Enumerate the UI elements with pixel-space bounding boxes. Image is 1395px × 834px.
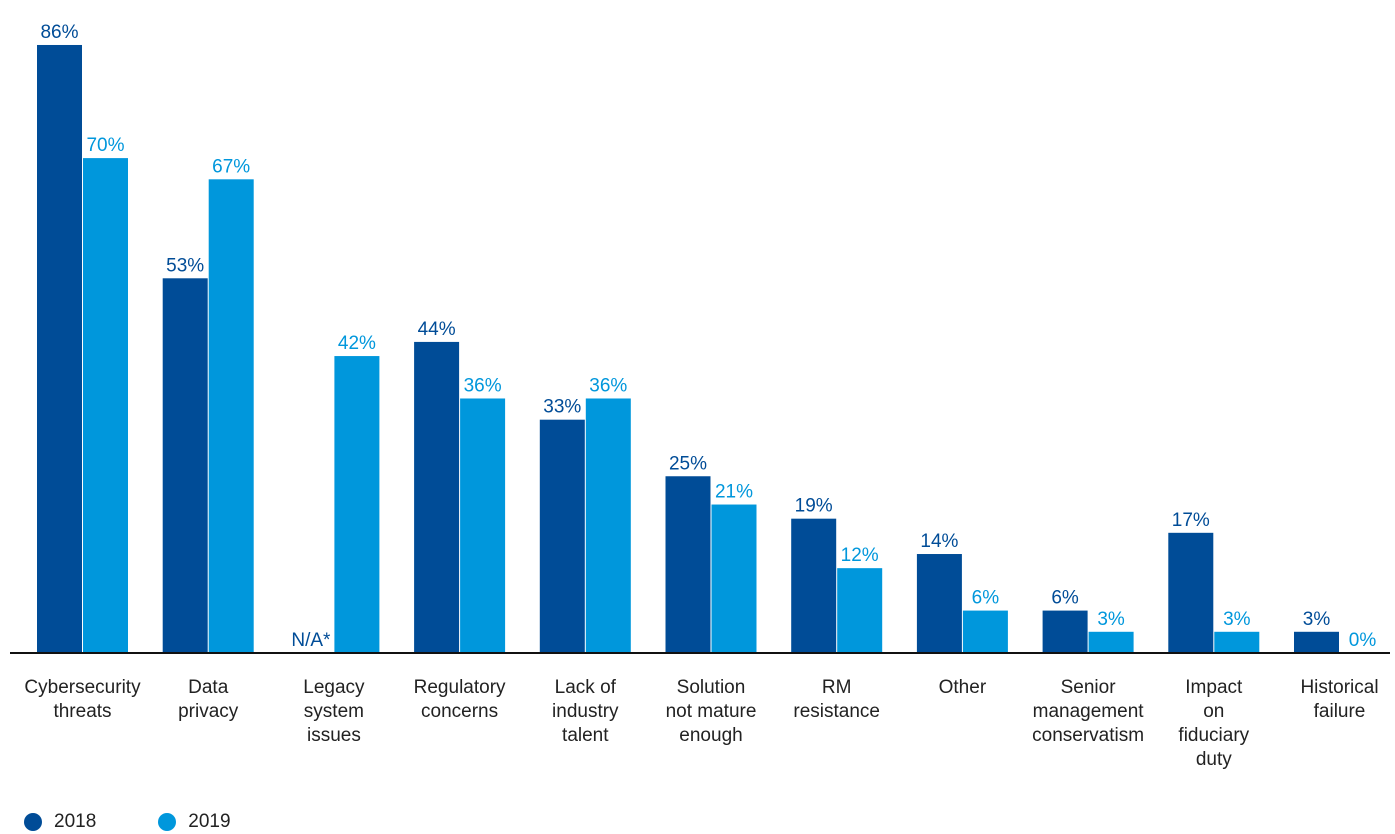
data-label-2019-9: 3% bbox=[1223, 609, 1251, 630]
data-label-2018-2: N/A* bbox=[291, 630, 331, 651]
category-label-5: Solution not mature enough bbox=[666, 677, 757, 746]
legend-item-2018: 2018 bbox=[24, 811, 96, 833]
bar-2018-4 bbox=[539, 419, 585, 653]
bar-2018-0 bbox=[37, 44, 82, 654]
legend-label-2018: 2018 bbox=[54, 811, 97, 832]
data-label-2018-5: 25% bbox=[669, 453, 707, 474]
legend-item-2019: 2019 bbox=[158, 811, 231, 833]
bar-2018-8 bbox=[1042, 610, 1088, 653]
legend-label-2019: 2019 bbox=[188, 811, 231, 832]
bar-2019-0 bbox=[83, 158, 128, 653]
bar-2018-10 bbox=[1294, 631, 1339, 653]
data-label-2019-8: 3% bbox=[1097, 609, 1125, 630]
bar-2019-3 bbox=[460, 398, 506, 653]
category-label-0: Cybersecurity threats bbox=[24, 677, 141, 722]
data-label-2019-10: 0% bbox=[1349, 630, 1377, 651]
bar-2018-1 bbox=[162, 278, 208, 653]
category-label-10: Historical failure bbox=[1300, 677, 1378, 722]
bar-2018-7 bbox=[916, 554, 962, 653]
bar-2019-2 bbox=[334, 356, 380, 653]
bar-2019-1 bbox=[208, 179, 254, 653]
bar-2019-4 bbox=[585, 398, 631, 653]
category-label-7: Other bbox=[939, 677, 987, 698]
bar-2018-5 bbox=[665, 476, 711, 653]
bar-2018-9 bbox=[1168, 532, 1214, 653]
category-label-3: Regulatory concerns bbox=[414, 677, 506, 722]
bar-2019-7 bbox=[962, 610, 1008, 653]
data-label-2018-6: 19% bbox=[795, 496, 833, 517]
bar-2019-9 bbox=[1214, 631, 1260, 653]
data-label-2019-0: 70% bbox=[86, 135, 124, 156]
data-label-2018-0: 86% bbox=[40, 22, 78, 43]
data-label-2019-2: 42% bbox=[338, 333, 376, 354]
bar-2018-6 bbox=[791, 518, 837, 653]
data-label-2019-1: 67% bbox=[212, 156, 250, 177]
bar-2019-5 bbox=[711, 504, 757, 653]
data-label-2018-8: 6% bbox=[1051, 588, 1079, 609]
category-label-2: Legacy system issues bbox=[303, 677, 365, 746]
bar-2019-6 bbox=[837, 568, 883, 653]
category-label-9: Impact on fiduciary duty bbox=[1178, 677, 1249, 770]
category-label-1: Data privacy bbox=[178, 677, 239, 722]
data-label-2018-10: 3% bbox=[1303, 609, 1331, 630]
data-label-2018-4: 33% bbox=[543, 397, 581, 418]
category-label-4: Lack of industry talent bbox=[552, 677, 619, 746]
legend-swatch-2019 bbox=[158, 813, 177, 831]
data-label-2019-5: 21% bbox=[715, 482, 753, 503]
data-label-2018-3: 44% bbox=[418, 319, 456, 340]
category-label-8: Senior management conservatism bbox=[1032, 677, 1144, 746]
data-label-2018-9: 17% bbox=[1172, 510, 1210, 531]
legend: 2018 2019 bbox=[24, 811, 293, 833]
data-label-2018-7: 14% bbox=[920, 531, 958, 552]
bar-2018-3 bbox=[414, 341, 460, 653]
data-label-2018-1: 53% bbox=[166, 255, 204, 276]
legend-swatch-2018 bbox=[24, 813, 42, 831]
category-label-6: RM resistance bbox=[793, 677, 880, 722]
data-label-2019-7: 6% bbox=[972, 588, 1000, 609]
bar-2019-8 bbox=[1088, 631, 1134, 653]
data-label-2019-6: 12% bbox=[841, 545, 879, 566]
data-label-2019-3: 36% bbox=[464, 375, 502, 396]
data-label-2019-4: 36% bbox=[589, 375, 627, 396]
